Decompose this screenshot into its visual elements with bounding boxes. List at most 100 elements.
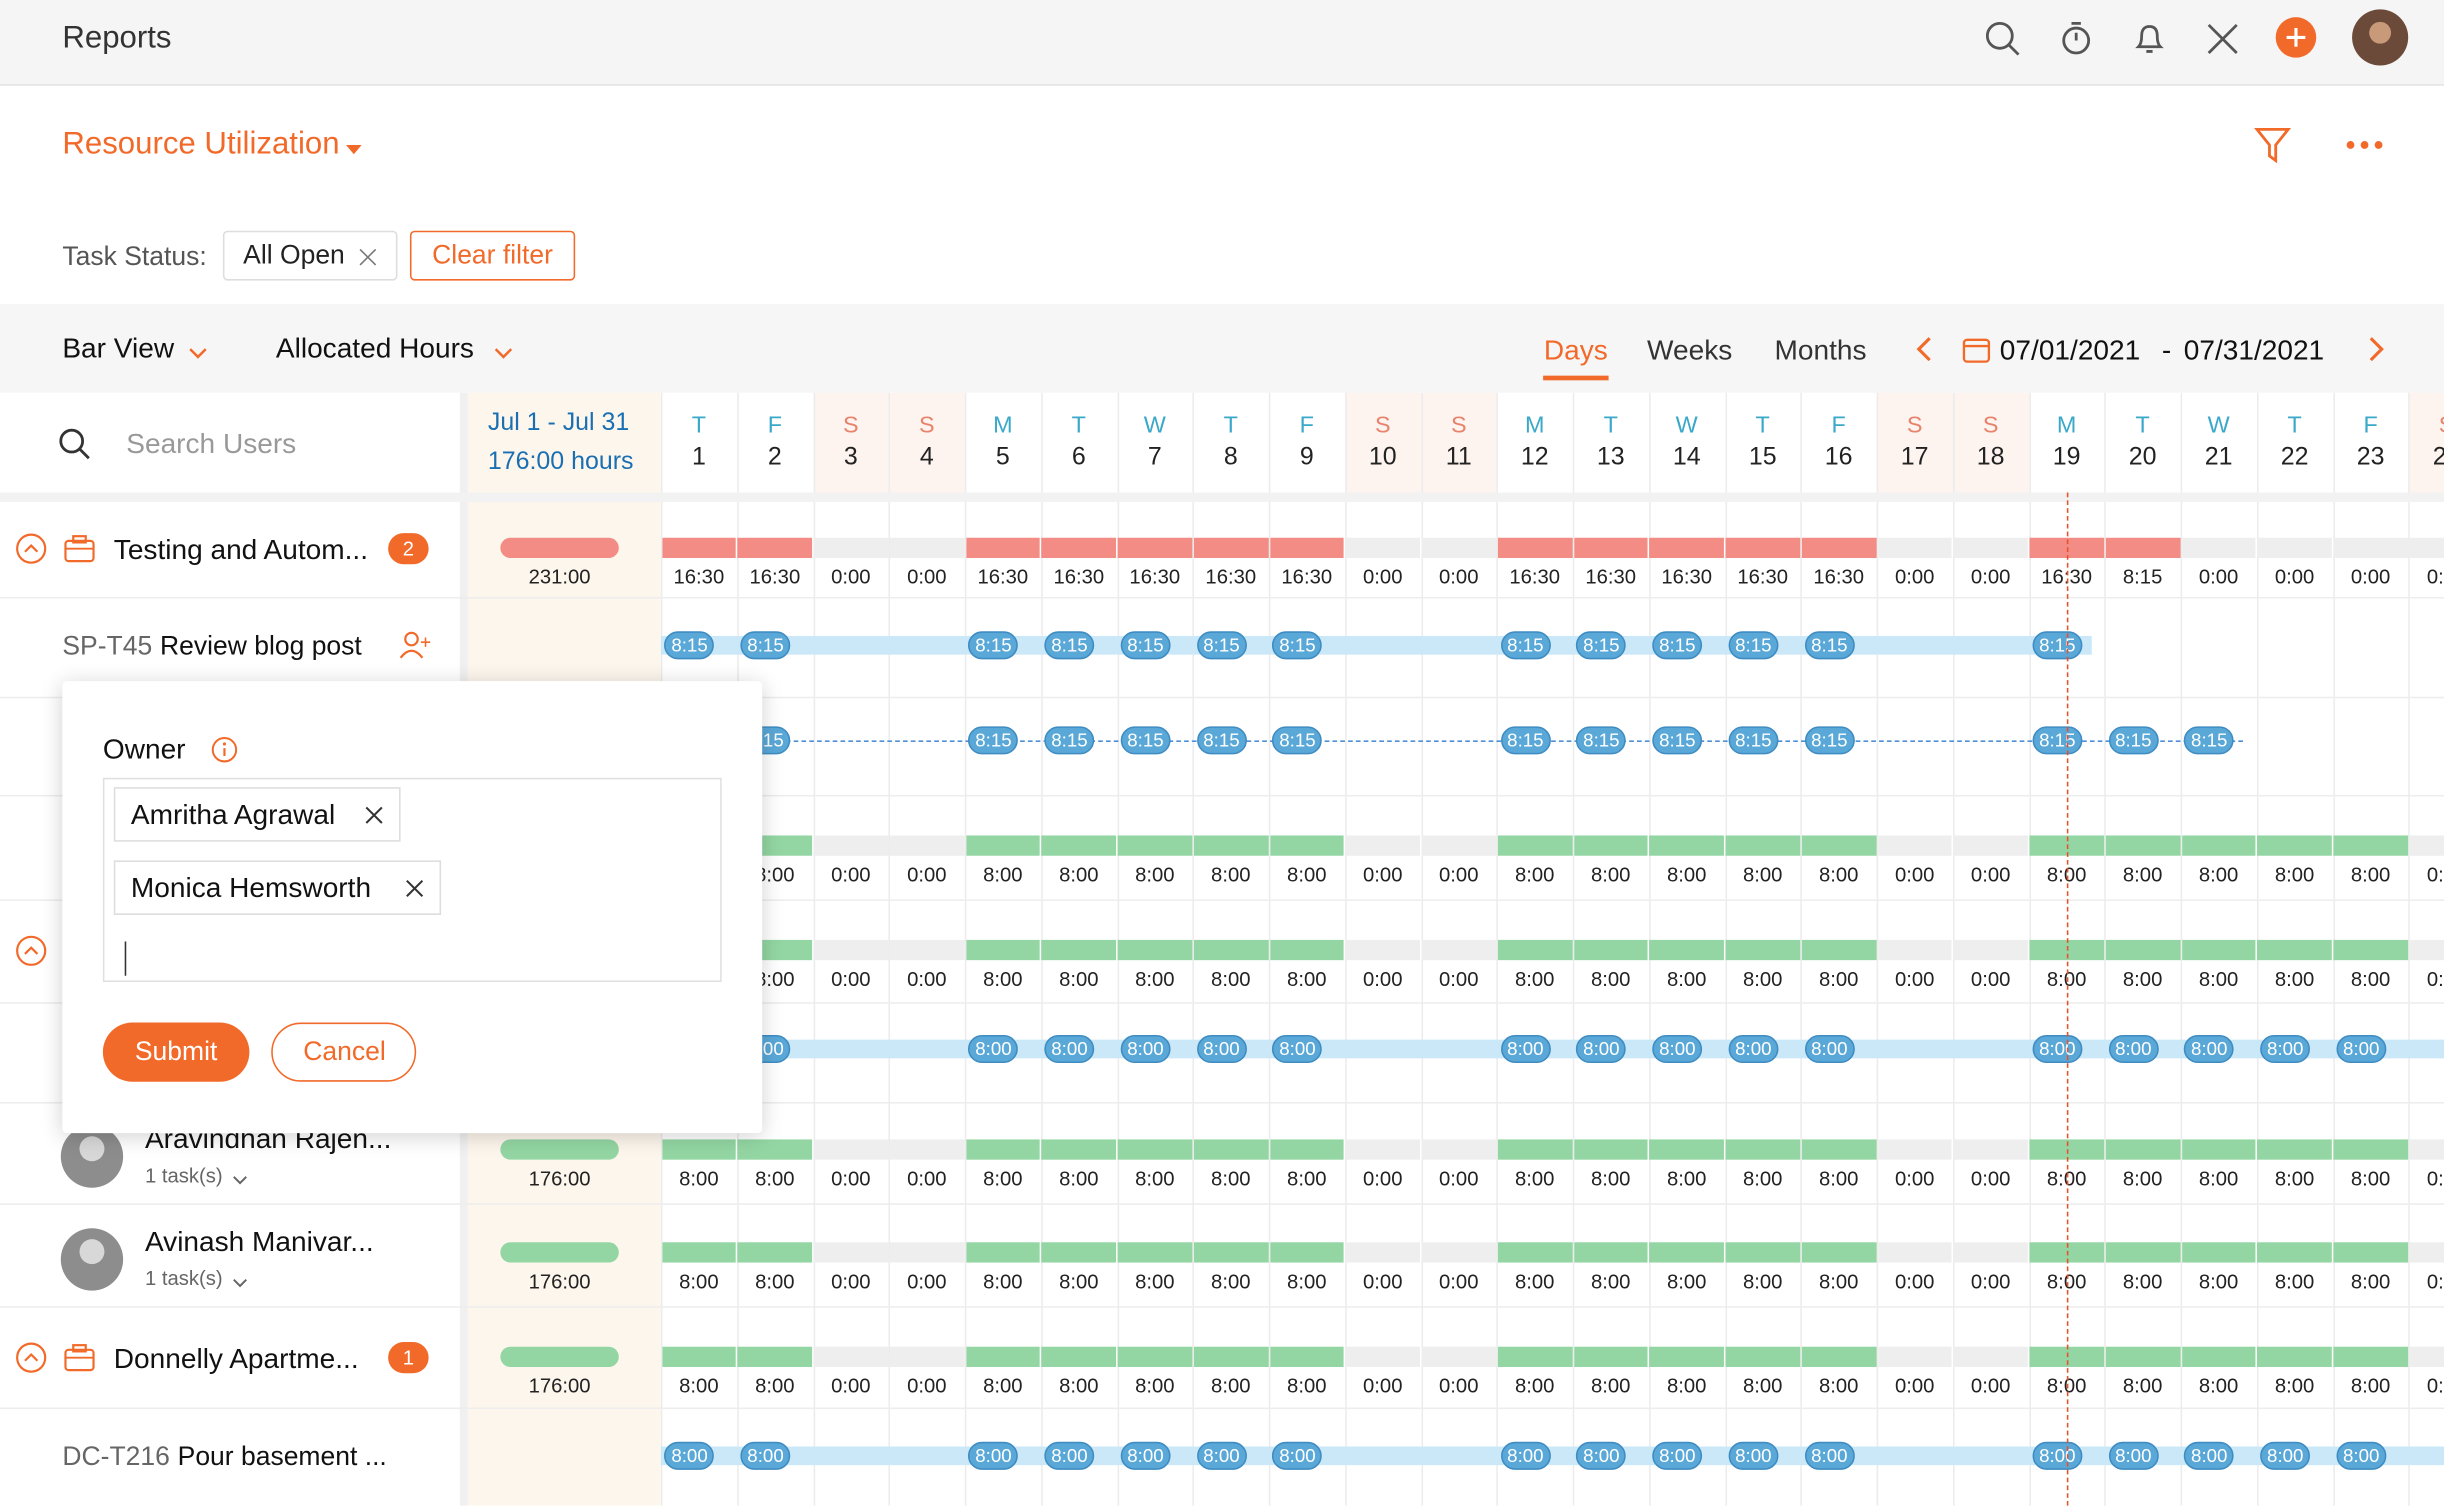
summary-bar [500, 538, 618, 558]
timer-icon[interactable] [2056, 19, 2097, 60]
more-icon[interactable] [2344, 134, 2385, 153]
filter-remove[interactable] [359, 246, 378, 265]
day-bar [814, 940, 888, 960]
day-bar [662, 1347, 736, 1367]
hours-pill-text: 8:00 [1203, 1445, 1239, 1467]
member-name[interactable]: Avinash Manivar... [145, 1226, 374, 1259]
day-value: 8:00 [1515, 967, 1554, 990]
day-bar [890, 1347, 964, 1367]
hours-pill-text: 8:15 [1811, 729, 1847, 751]
measure-select[interactable]: Allocated Hours [276, 333, 474, 366]
day-label: 9 [1300, 444, 1314, 472]
task-name[interactable]: Pour basement ... [178, 1442, 387, 1472]
day-value: 8:00 [1591, 967, 1630, 990]
day-value: 8:00 [1287, 1167, 1326, 1190]
day-value: 0:00 [1363, 565, 1402, 588]
header-divider [0, 493, 2444, 502]
day-value: 0:00 [1363, 863, 1402, 886]
bell-icon[interactable] [2129, 19, 2170, 60]
day-bar [1270, 835, 1344, 855]
owner-tag-remove[interactable] [365, 804, 384, 823]
search-users-input[interactable]: Search Users [126, 428, 296, 461]
day-value: 8:00 [1211, 863, 1250, 886]
day-value: 8:00 [1515, 1374, 1554, 1397]
day-label: 15 [1749, 444, 1777, 472]
summary-value: 231:00 [529, 565, 591, 588]
task-code[interactable]: DC-T216Pour basement ... [62, 1442, 386, 1473]
day-value: 8:00 [2351, 1270, 2390, 1293]
day-bar [966, 835, 1040, 855]
day-value: 0:00 [1895, 1270, 1934, 1293]
filter-icon[interactable] [2254, 125, 2291, 166]
member-tasks[interactable]: 1 task(s) [145, 1164, 223, 1187]
day-bar [1194, 1139, 1268, 1159]
member-tasks[interactable]: 1 task(s) [145, 1266, 223, 1289]
day-value: 8:00 [1059, 1167, 1098, 1190]
tasks-toggle[interactable] [231, 1167, 250, 1183]
page-title: Reports [62, 21, 171, 57]
collapse-toggle[interactable] [16, 533, 47, 564]
day-value: 8:00 [1819, 1374, 1858, 1397]
report-dropdown[interactable] [344, 137, 363, 153]
day-value: 0:00 [1363, 1374, 1402, 1397]
hours-pill-text: 8:00 [1279, 1445, 1315, 1467]
add-icon[interactable] [2274, 16, 2318, 60]
cancel-text: Cancel [303, 1037, 385, 1068]
weekday-label: T [1604, 412, 1618, 438]
prev-range[interactable] [1914, 335, 1936, 363]
day-bar [1270, 538, 1344, 558]
day-value: 8:00 [2199, 967, 2238, 990]
tasks-toggle[interactable] [231, 1270, 250, 1286]
filter-remove-glyph [359, 248, 378, 267]
hours-pill-text: 8:15 [747, 634, 783, 656]
day-bar [2257, 1139, 2331, 1159]
search-users-icon [58, 427, 92, 461]
collapse-toggle[interactable] [16, 935, 47, 966]
day-bar [1574, 940, 1648, 960]
day-value: 0:00 [1439, 967, 1478, 990]
day-value: 0:00 [1895, 967, 1934, 990]
tools-icon[interactable] [2202, 19, 2243, 60]
hours-pill-text: 8:00 [747, 1445, 783, 1467]
day-bar [2333, 835, 2407, 855]
next-range[interactable] [2365, 335, 2387, 363]
day-bar [1877, 1347, 1951, 1367]
assign-user[interactable] [397, 628, 431, 662]
day-bar [1725, 835, 1799, 855]
day-value: 8:00 [1059, 967, 1098, 990]
day-value: 16:30 [1661, 565, 1712, 588]
day-bar [1346, 1347, 1420, 1367]
day-value: 8:00 [1287, 1270, 1326, 1293]
task-name[interactable]: Review blog post [160, 631, 362, 661]
day-label: 6 [1072, 444, 1086, 472]
tasks-toggle-glyph [231, 1172, 250, 1188]
day-value: 16:30 [1053, 565, 1104, 588]
hours-pill-text: 8:00 [2039, 1038, 2075, 1060]
day-value: 0:00 [2427, 863, 2444, 886]
day-bar [1422, 835, 1496, 855]
day-value: 0:00 [2427, 1167, 2444, 1190]
weekday-label: T [692, 412, 706, 438]
scale-tab[interactable]: Days [1544, 334, 1608, 367]
hours-pill-text: 8:00 [2039, 1445, 2075, 1467]
day-bar [1270, 1242, 1344, 1262]
scale-tab[interactable]: Weeks [1647, 334, 1732, 367]
project-name[interactable]: Testing and Autom... [114, 534, 368, 567]
task-code[interactable]: SP-T45Review blog post [62, 631, 361, 662]
view-select[interactable]: Bar View [62, 333, 174, 366]
scale-tab[interactable]: Months [1775, 334, 1867, 367]
day-bar [1194, 835, 1268, 855]
weekday-label: T [1072, 412, 1086, 438]
owner-tag-remove[interactable] [405, 878, 424, 897]
day-label: 10 [1369, 444, 1397, 472]
avatar[interactable] [2351, 8, 2410, 67]
member-avatar [59, 1124, 124, 1189]
day-value: 8:00 [1211, 1374, 1250, 1397]
day-value: 8:00 [1743, 863, 1782, 886]
collapse-toggle[interactable] [16, 1342, 47, 1373]
search-icon[interactable] [1983, 19, 2024, 60]
report-title[interactable]: Resource Utilization [62, 127, 339, 163]
project-name[interactable]: Donnelly Apartme... [114, 1343, 359, 1376]
day-value: 0:00 [1971, 863, 2010, 886]
range-label: Jul 1 - Jul 31 [488, 410, 629, 438]
